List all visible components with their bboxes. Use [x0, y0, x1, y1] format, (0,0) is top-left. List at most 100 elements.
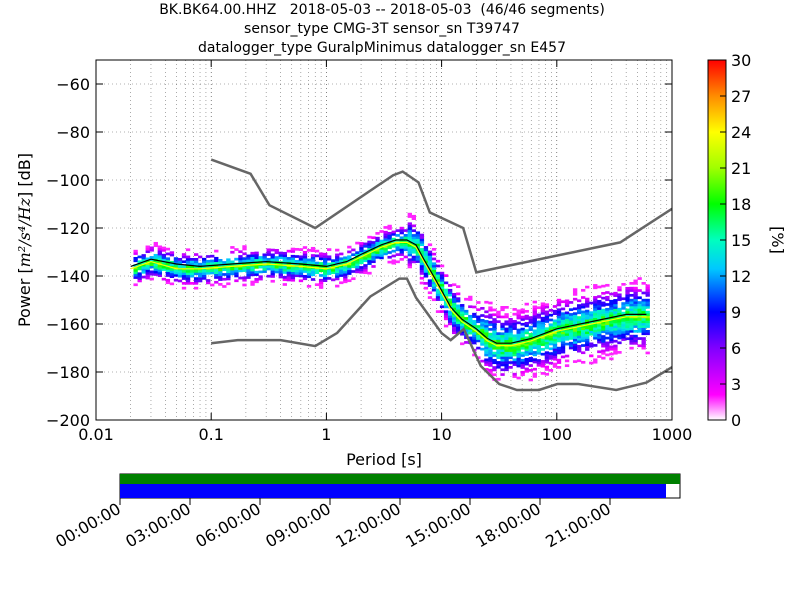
histogram-cell	[609, 331, 614, 334]
histogram-cell	[504, 337, 509, 340]
histogram-cell	[581, 315, 586, 319]
histogram-cell	[629, 289, 634, 292]
histogram-cell	[383, 235, 388, 239]
histogram-cell	[476, 301, 481, 304]
histogram-cell	[367, 262, 372, 265]
histogram-cell	[181, 274, 187, 278]
histogram-cell	[246, 259, 251, 263]
histogram-cell	[387, 227, 392, 230]
histogram-cell	[621, 282, 626, 286]
histogram-cell	[625, 337, 630, 341]
histogram-cell	[520, 332, 525, 336]
histogram-cell	[391, 261, 396, 265]
histogram-cell	[560, 331, 566, 335]
histogram-cell	[335, 277, 340, 281]
histogram-cell	[556, 315, 562, 319]
histogram-cell	[254, 254, 259, 257]
histogram-cell	[278, 254, 283, 257]
histogram-cell	[532, 322, 537, 325]
histogram-cell	[181, 286, 187, 290]
histogram-cell	[641, 291, 646, 295]
histogram-cell	[181, 270, 187, 273]
histogram-cell	[270, 270, 275, 274]
histogram-cell	[548, 337, 554, 341]
histogram-cell	[536, 306, 542, 310]
histogram-cell	[468, 329, 473, 333]
histogram-cell	[254, 278, 259, 281]
histogram-cell	[262, 253, 267, 257]
histogram-cell	[617, 341, 622, 345]
histogram-cell	[202, 269, 207, 273]
histogram-cell	[391, 242, 396, 246]
histogram-cell	[427, 243, 433, 247]
histogram-cell	[488, 316, 493, 319]
histogram-cell	[153, 263, 158, 267]
histogram-cell	[137, 274, 142, 278]
histogram-cell	[504, 346, 509, 350]
histogram-cell	[516, 335, 521, 339]
histogram-cell	[173, 257, 179, 260]
histogram-cell	[314, 283, 320, 287]
histogram-cell	[544, 365, 550, 369]
histogram-cell	[339, 274, 344, 277]
histogram-cell	[520, 361, 525, 365]
histogram-cell	[185, 258, 191, 261]
histogram-cell	[597, 340, 602, 344]
histogram-cell	[339, 262, 344, 265]
histogram-cell	[157, 245, 162, 249]
histogram-cell	[504, 306, 509, 309]
histogram-cell	[419, 262, 425, 266]
histogram-cell	[516, 321, 521, 325]
histogram-cell	[524, 338, 529, 342]
histogram-cell	[637, 308, 642, 312]
histogram-cell	[585, 333, 590, 337]
histogram-cell	[149, 248, 154, 252]
histogram-cell	[460, 325, 465, 329]
histogram-cell	[379, 230, 384, 233]
histogram-cell	[322, 269, 328, 273]
histogram-cell	[210, 271, 215, 275]
colorbar-tick-label: 27	[731, 87, 751, 106]
histogram-cell	[347, 272, 352, 275]
histogram-cell	[411, 238, 417, 242]
histogram-cell	[524, 341, 529, 344]
histogram-cell	[581, 310, 586, 314]
histogram-cell	[431, 257, 437, 261]
histogram-cell	[439, 288, 445, 292]
histogram-cell	[258, 256, 263, 259]
histogram-cell	[621, 323, 626, 327]
histogram-cell	[645, 332, 650, 336]
histogram-cell	[540, 302, 546, 306]
histogram-cell	[512, 308, 517, 311]
histogram-cell	[387, 241, 392, 245]
histogram-cell	[294, 271, 300, 275]
histogram-cell	[246, 268, 251, 272]
histogram-cell	[528, 352, 533, 355]
histogram-cell	[512, 334, 517, 338]
histogram-cell	[197, 274, 203, 278]
histogram-cell	[484, 334, 489, 338]
histogram-cell	[234, 248, 239, 251]
histogram-cell	[391, 230, 396, 234]
histogram-cell	[476, 317, 481, 321]
histogram-cell	[242, 259, 247, 263]
histogram-cell	[605, 331, 610, 335]
histogram-cell	[540, 360, 546, 363]
y-axis-label-units: m²/s⁴/Hz	[15, 197, 34, 267]
histogram-cell	[617, 351, 622, 354]
histogram-cell	[576, 299, 582, 303]
histogram-cell	[625, 330, 630, 333]
histogram-cell	[564, 304, 570, 308]
histogram-cell	[359, 270, 364, 274]
histogram-cell	[605, 291, 610, 294]
histogram-cell	[206, 271, 211, 275]
histogram-cell	[375, 244, 380, 247]
histogram-cell	[645, 298, 650, 302]
histogram-cell	[427, 284, 433, 287]
histogram-cell	[185, 260, 191, 264]
histogram-cell	[621, 321, 626, 325]
histogram-cell	[153, 268, 158, 272]
histogram-cell	[363, 252, 368, 255]
histogram-cell	[601, 291, 606, 295]
